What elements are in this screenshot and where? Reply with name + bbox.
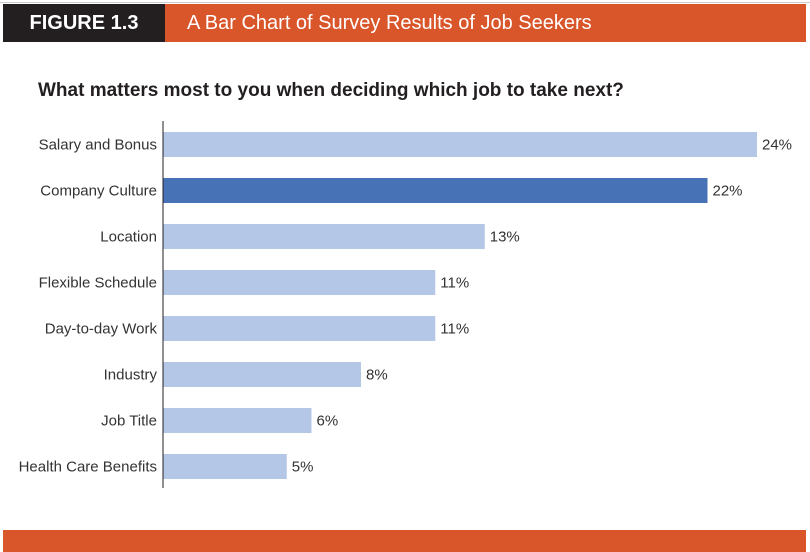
value-label: 8% bbox=[366, 367, 388, 384]
footer-bar bbox=[3, 530, 806, 552]
bar bbox=[163, 178, 708, 203]
category-label: Location bbox=[100, 229, 157, 246]
category-label: Salary and Bonus bbox=[39, 137, 157, 154]
value-label: 22% bbox=[713, 183, 743, 200]
bar bbox=[163, 316, 436, 341]
bar bbox=[163, 224, 485, 249]
category-label: Day-to-day Work bbox=[45, 321, 158, 338]
bar bbox=[163, 362, 361, 387]
figure-title: A Bar Chart of Survey Results of Job See… bbox=[165, 4, 806, 42]
category-label: Flexible Schedule bbox=[39, 275, 157, 292]
bar bbox=[163, 132, 757, 157]
category-label: Industry bbox=[104, 367, 158, 384]
bar bbox=[163, 454, 287, 479]
value-label: 11% bbox=[440, 321, 469, 338]
figure-label: FIGURE 1.3 bbox=[3, 4, 165, 42]
category-label: Job Title bbox=[101, 413, 157, 430]
value-label: 24% bbox=[762, 137, 792, 154]
value-label: 5% bbox=[292, 459, 314, 476]
value-label: 11% bbox=[440, 275, 469, 292]
value-label: 13% bbox=[490, 229, 520, 246]
value-label: 6% bbox=[317, 413, 339, 430]
bar bbox=[163, 270, 436, 295]
category-label: Company Culture bbox=[40, 183, 157, 200]
bar bbox=[163, 408, 312, 433]
top-rule bbox=[0, 2, 810, 3]
category-label: Health Care Benefits bbox=[19, 459, 157, 476]
chart-title: What matters most to you when deciding w… bbox=[38, 80, 624, 101]
